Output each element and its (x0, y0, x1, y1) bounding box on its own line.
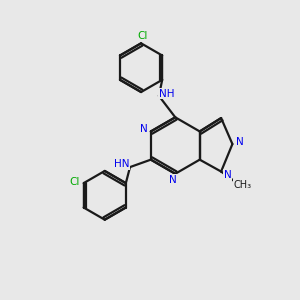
Text: N: N (236, 137, 244, 147)
Text: N: N (140, 124, 148, 134)
Text: NH: NH (159, 88, 174, 98)
Text: Cl: Cl (137, 31, 148, 41)
Text: N: N (224, 170, 232, 180)
Text: CH₃: CH₃ (234, 180, 252, 190)
Text: Cl: Cl (70, 177, 80, 187)
Text: HN: HN (114, 159, 129, 169)
Text: N: N (169, 175, 177, 185)
